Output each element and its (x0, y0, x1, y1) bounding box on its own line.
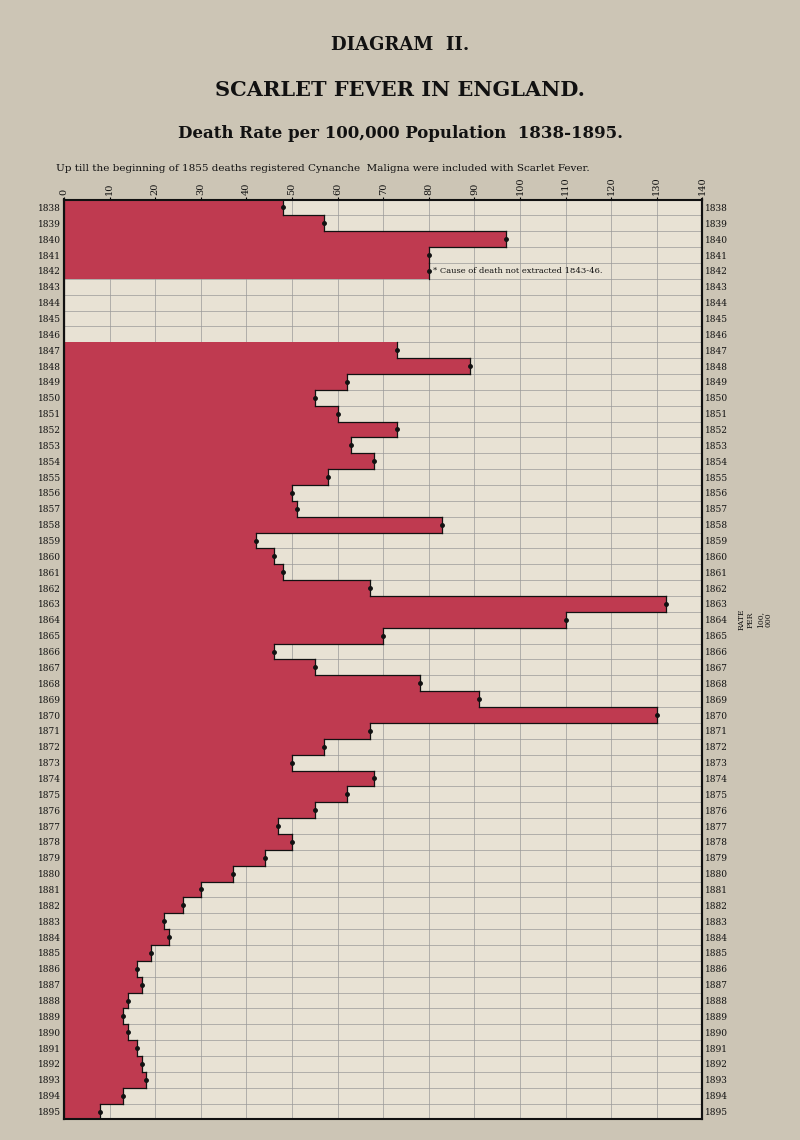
Bar (64, 961, 137, 977)
Bar (64, 977, 142, 993)
Bar (64, 231, 506, 247)
Bar (64, 1009, 123, 1025)
Bar (64, 755, 292, 771)
Bar (64, 929, 169, 945)
Bar (64, 675, 420, 691)
Bar (64, 834, 292, 849)
Bar (64, 865, 233, 881)
Bar (64, 548, 274, 564)
Bar (64, 787, 346, 803)
Text: RATE
PER
100,
000: RATE PER 100, 000 (738, 609, 773, 630)
Bar (64, 454, 374, 470)
Bar (64, 628, 383, 644)
Bar (64, 612, 566, 628)
Bar (64, 263, 429, 279)
Bar (64, 596, 666, 612)
Bar (64, 422, 397, 438)
Bar (64, 215, 324, 231)
Text: DIAGRAM  II.: DIAGRAM II. (331, 36, 469, 55)
Bar (64, 1040, 137, 1056)
Bar (64, 1072, 146, 1088)
Bar (64, 484, 292, 500)
Text: Death Rate per 100,000 Population  1838-1895.: Death Rate per 100,000 Population 1838-1… (178, 125, 622, 142)
Bar (64, 438, 351, 454)
Bar (64, 406, 338, 422)
Bar (64, 470, 329, 484)
Bar (64, 881, 201, 897)
Bar (64, 1088, 123, 1104)
Bar (64, 723, 370, 739)
Bar (64, 739, 324, 755)
Bar (64, 374, 346, 390)
Bar (64, 1025, 128, 1040)
Bar (64, 1056, 142, 1072)
Bar (64, 849, 265, 865)
Bar (64, 342, 397, 358)
Bar (64, 913, 164, 929)
Text: * Cause of death not extracted 1843-46.: * Cause of death not extracted 1843-46. (434, 267, 603, 275)
Bar (64, 532, 255, 548)
Bar (64, 580, 370, 596)
Text: SCARLET FEVER IN ENGLAND.: SCARLET FEVER IN ENGLAND. (215, 80, 585, 100)
Text: Up till the beginning of 1855 deaths registered Cynanche  Maligna were included : Up till the beginning of 1855 deaths reg… (56, 164, 590, 173)
Bar (64, 803, 314, 819)
Bar (64, 516, 442, 532)
Bar (64, 1104, 101, 1119)
Bar (64, 819, 278, 834)
Bar (64, 945, 150, 961)
Bar (64, 707, 657, 723)
Bar (64, 500, 297, 516)
Bar (64, 993, 128, 1009)
Bar (64, 358, 470, 374)
Bar (64, 659, 314, 675)
Bar (64, 564, 283, 580)
Bar (64, 247, 429, 263)
Bar (64, 691, 479, 707)
Bar (64, 771, 374, 787)
Bar (64, 644, 274, 659)
Bar (64, 897, 182, 913)
Bar (64, 200, 283, 215)
Bar (64, 390, 314, 406)
